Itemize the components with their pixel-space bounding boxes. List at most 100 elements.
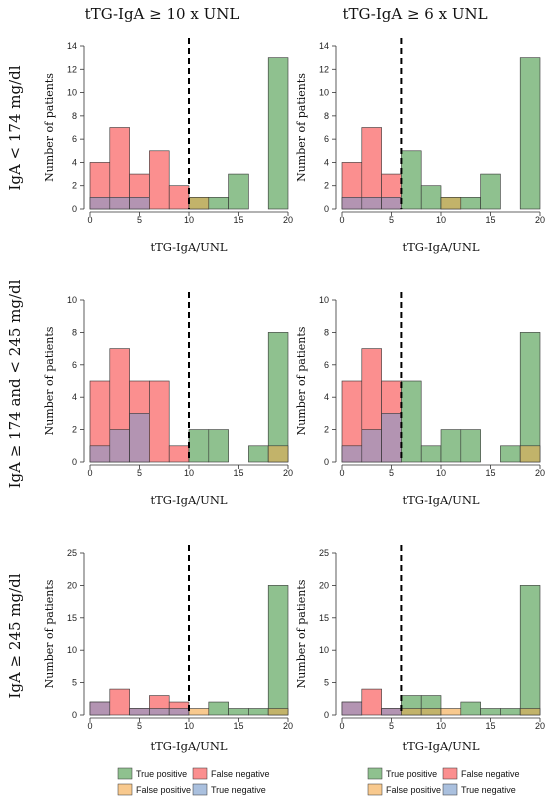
x-tick-label: 20	[535, 215, 545, 225]
bar-true-negative	[341, 197, 363, 210]
x-tick-label: 15	[233, 468, 243, 478]
legend-label-false-positive: False positive	[386, 785, 441, 795]
bar-true-negative	[89, 197, 111, 210]
bar-true-positive	[267, 585, 289, 716]
bar-true-positive	[519, 585, 541, 716]
bar-true-negative	[381, 413, 402, 463]
bar-true-positive	[420, 445, 442, 463]
bar-true-negative	[361, 429, 382, 463]
x-tick-label: 20	[535, 468, 545, 478]
x-tick-label: 5	[137, 215, 142, 225]
y-tick-label: 14	[319, 41, 329, 51]
x-axis-label: tTG-IgA/UNL	[150, 739, 227, 753]
legend-swatch-true-negative	[442, 783, 458, 796]
x-tick-label: 20	[535, 721, 545, 731]
x-tick-label: 10	[436, 721, 446, 731]
x-tick-label: 15	[485, 215, 495, 225]
legend-left: True positive False negative False posit…	[117, 767, 270, 796]
x-tick-label: 15	[233, 721, 243, 731]
y-axis-label: Number of patients	[295, 73, 308, 182]
column-title-2: tTG-IgA ≥ 6 x UNL	[342, 5, 487, 23]
bar-true-negative	[341, 701, 363, 716]
legend-swatch-false-positive	[117, 783, 133, 796]
bar-false-positive	[188, 708, 210, 716]
x-tick-label: 5	[137, 721, 142, 731]
legend-swatch-false-negative	[192, 767, 208, 780]
bar-true-positive	[519, 332, 541, 463]
y-tick-label: 8	[324, 327, 329, 337]
histogram-panel-r1c1: 0 2 4 6 8 10 0 5 10 15 20 tTG-IgA/UNL Number of pati…	[295, 292, 545, 507]
bar-true-negative	[89, 701, 111, 716]
y-tick-label: 25	[67, 548, 77, 558]
y-axis-label: Number of patients	[295, 326, 308, 435]
legend-swatch-false-negative	[442, 767, 458, 780]
bar-true-negative	[89, 445, 111, 463]
bar-true-positive	[460, 701, 481, 716]
y-axis-label: Number of patients	[43, 326, 56, 435]
bar-true-positive	[267, 332, 289, 463]
y-tick-label: 2	[324, 181, 329, 191]
bar-true-positive	[248, 708, 269, 716]
histogram-panel-r2c1: 0 5 10 15 20 25 0 5 10 15 20 tTG-IgA/UNL Number of p…	[295, 545, 545, 753]
y-tick-label: 10	[319, 645, 329, 655]
x-tick-label: 15	[485, 468, 495, 478]
bar-true-positive	[248, 445, 269, 463]
bar-true-positive	[480, 708, 501, 716]
x-tick-label: 15	[485, 721, 495, 731]
x-tick-label: 10	[436, 468, 446, 478]
bar-true-positive	[188, 429, 210, 463]
legend-right: True positive False negative False posit…	[367, 767, 520, 796]
bar-false-negative	[109, 127, 130, 210]
y-tick-label: 25	[319, 548, 329, 558]
y-tick-label: 6	[324, 134, 329, 144]
y-tick-label: 10	[67, 295, 77, 305]
bar-false-positive	[519, 445, 541, 463]
bar-true-positive	[228, 173, 249, 210]
bar-false-negative	[149, 380, 170, 463]
bar-true-negative	[361, 197, 382, 210]
y-tick-label: 10	[319, 295, 329, 305]
bar-false-positive	[188, 197, 210, 210]
x-tick-label: 20	[283, 721, 293, 731]
row-title-3: IgA ≥ 245 mg/dl	[6, 573, 24, 698]
bar-true-negative	[129, 708, 150, 716]
bar-false-positive	[267, 708, 289, 716]
y-tick-label: 6	[72, 360, 77, 370]
y-tick-label: 2	[72, 181, 77, 191]
bar-true-negative	[341, 445, 363, 463]
y-tick-label: 15	[67, 613, 77, 623]
y-tick-label: 0	[72, 457, 77, 467]
x-tick-label: 10	[184, 721, 194, 731]
x-tick-label: 5	[389, 721, 394, 731]
legend-label-true-negative: True negative	[461, 785, 516, 795]
y-tick-label: 4	[324, 392, 329, 402]
y-tick-label: 8	[72, 327, 77, 337]
row-title-1: IgA < 174 mg/dl	[6, 65, 24, 190]
bar-true-negative	[168, 708, 190, 716]
x-tick-label: 10	[184, 215, 194, 225]
bar-true-negative	[109, 197, 130, 210]
x-tick-label: 0	[87, 215, 92, 225]
y-tick-label: 4	[324, 157, 329, 167]
bar-true-negative	[149, 708, 170, 716]
histogram-panel-r0c0: 0 2 4 6 8 10 12 14 0 5 10 15 20 tTG-IgA/UNL Number of …	[43, 38, 293, 254]
row-title-2: IgA ≥ 174 and < 245 mg/dl	[6, 279, 24, 488]
bar-false-positive	[267, 445, 289, 463]
legend-label-false-negative: False negative	[461, 769, 520, 779]
column-title-1: tTG-IgA ≥ 10 x UNL	[85, 5, 240, 23]
y-tick-label: 10	[67, 645, 77, 655]
y-tick-label: 12	[67, 64, 77, 74]
y-tick-label: 0	[324, 710, 329, 720]
bar-true-positive	[208, 197, 229, 210]
bar-true-negative	[129, 413, 150, 463]
x-tick-label: 0	[87, 721, 92, 731]
y-tick-label: 5	[72, 678, 77, 688]
bar-true-positive	[401, 150, 422, 210]
x-tick-label: 20	[283, 215, 293, 225]
bar-true-positive	[420, 185, 442, 210]
y-tick-label: 2	[324, 425, 329, 435]
bar-true-positive	[519, 57, 541, 210]
x-axis-label: tTG-IgA/UNL	[150, 240, 227, 254]
histogram-panel-r2c0: 0 5 10 15 20 25 0 5 10 15 20 tTG-IgA/UNL Number of p…	[43, 545, 293, 753]
